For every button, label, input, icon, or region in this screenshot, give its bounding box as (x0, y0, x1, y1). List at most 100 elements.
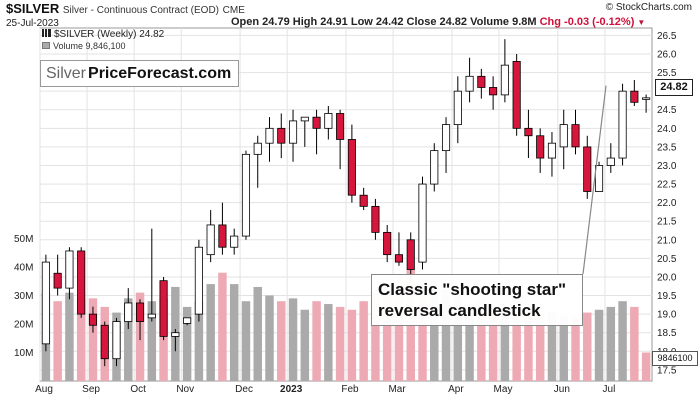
time-tick-label: Feb (341, 384, 359, 395)
candle-body (77, 250, 86, 315)
volume-bar (347, 309, 357, 381)
candle-body (453, 90, 462, 126)
candle-body (194, 246, 203, 315)
candle-body (430, 150, 439, 185)
candle-body (465, 75, 474, 92)
volume-bar (430, 278, 439, 381)
candle-body (406, 239, 415, 270)
price-tick-label: 22.0 (657, 198, 677, 209)
volume-bar (512, 301, 521, 381)
volume-bar (359, 301, 368, 381)
price-tick-label: 23.0 (657, 161, 677, 172)
price-tick-label: 23.5 (657, 142, 677, 153)
volume-bar (300, 309, 310, 381)
volume-bar (182, 306, 192, 381)
candle-body (618, 90, 627, 159)
annotation-line2: reversal candlestick (378, 301, 541, 320)
candle-body (206, 224, 215, 256)
volume-bar (524, 306, 533, 381)
price-tick-label: 24.0 (657, 124, 677, 135)
time-tick-label: Aug (35, 384, 53, 395)
logo-part2: PriceForecast.com (86, 65, 234, 82)
symbol: $SILVER (6, 1, 60, 16)
time-tick-label: Dec (235, 384, 253, 395)
volume-bar (147, 301, 157, 381)
volume-value: Volume 9.8M (470, 16, 537, 28)
volume-bar (606, 306, 616, 381)
candle-body (642, 97, 651, 100)
price-tick-label: 24.5 (657, 105, 677, 116)
volume-tick-label: 20M (14, 320, 33, 331)
price-tick-label: 17.5 (657, 365, 677, 376)
volume-bar (324, 304, 333, 381)
volume-bar (88, 298, 98, 381)
volume-bar (559, 315, 568, 381)
volume-bar (335, 306, 345, 381)
volume-bar (571, 315, 580, 381)
volume-icon (42, 42, 50, 49)
candle-body (524, 127, 533, 137)
volume-bar (371, 292, 380, 381)
time-tick-label: Nov (176, 384, 194, 395)
annotation-line1: Classic "shooting star" (378, 280, 567, 299)
time-tick-label: Mar (388, 384, 406, 395)
candle-body (241, 153, 251, 237)
candle-body (347, 139, 356, 196)
change-value: Chg -0.03 (-0.12%) (539, 16, 635, 28)
volume-tick-label: 40M (14, 263, 33, 274)
volume-bar (441, 289, 451, 381)
time-tick-label: Jul (603, 384, 616, 395)
candle-body (65, 250, 74, 289)
volume-bar (288, 298, 298, 381)
candle-body (394, 254, 404, 263)
candle-body (124, 302, 133, 322)
price-tick-label: 25.5 (657, 68, 677, 79)
symbol-description: Silver - Continuous Contract (EOD) (62, 5, 220, 16)
candle-body (147, 313, 156, 319)
volume-tick-label: 30M (14, 291, 33, 302)
low-value: Low 24.42 (350, 16, 404, 28)
annotation-callout: Classic "shooting star" reversal candles… (371, 274, 583, 326)
volume-bar (618, 301, 627, 381)
volume-bar (124, 298, 133, 381)
candle-body (171, 332, 180, 337)
volume-bar (241, 301, 251, 381)
time-tick-label: Jun (554, 384, 570, 395)
price-tick-label: 22.5 (657, 180, 677, 191)
candle-body (594, 165, 604, 192)
candle-body (606, 157, 615, 166)
price-tick-label: 18.5 (657, 328, 677, 339)
candle-body (265, 127, 274, 144)
price-tick-label: 21.0 (657, 235, 677, 246)
candle-body (418, 183, 427, 263)
volume-bar (477, 298, 486, 381)
time-tick-label: 2023 (280, 384, 303, 395)
price-tick-label: 20.5 (657, 254, 677, 265)
candle-body (383, 231, 392, 256)
candle-body (300, 116, 309, 122)
candle-body (489, 87, 498, 96)
candle-body (230, 235, 239, 248)
candle-body (53, 272, 62, 289)
volume-bar (547, 312, 557, 381)
candle-body (41, 261, 50, 345)
candle-body (583, 146, 592, 192)
last-volume-tag: 9846100 (652, 351, 698, 366)
candle-body (477, 75, 486, 88)
candle-body (571, 124, 580, 148)
volume-legend-label: Volume 9,846,100 (53, 41, 126, 51)
candle-body (324, 113, 333, 129)
volume-tick-label: 50M (14, 234, 33, 245)
candle-body (371, 205, 380, 233)
candle-body (159, 280, 168, 337)
volume-bar (53, 301, 62, 381)
candle-body (135, 302, 145, 322)
change-down-icon: ▼ (637, 18, 646, 27)
volume-bar (253, 286, 262, 381)
volume-bar (488, 306, 498, 381)
candle-body (312, 116, 321, 129)
candlesticks (41, 39, 651, 367)
volume-bar (65, 292, 74, 381)
time-tick-label: Apr (448, 384, 464, 395)
